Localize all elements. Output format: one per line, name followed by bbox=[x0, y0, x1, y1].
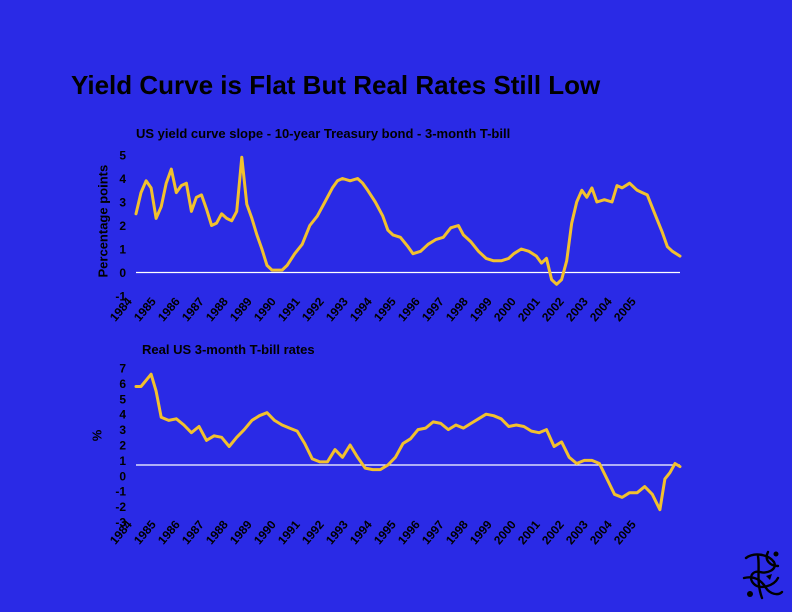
slide-title: Yield Curve is Flat But Real Rates Still… bbox=[71, 70, 601, 100]
top-chart-xtick-label: 2005 bbox=[611, 294, 639, 324]
top-chart-xtick-label: 1988 bbox=[203, 294, 231, 324]
top-chart-xtick-label: 1995 bbox=[371, 294, 399, 324]
top-chart-xtick-label: 1990 bbox=[251, 294, 279, 324]
company-logo-icon bbox=[742, 550, 784, 600]
bottom-chart-ytick-label: 2 bbox=[119, 439, 126, 453]
bottom-chart-ytick-label: -2 bbox=[115, 500, 126, 514]
top-chart-xtick-label: 2004 bbox=[587, 294, 615, 324]
bottom-chart-xtick-label: 1984 bbox=[107, 517, 135, 547]
top-chart-ytick-label: 4 bbox=[119, 172, 126, 186]
top-chart-ytick-label: 2 bbox=[119, 219, 126, 233]
top-chart-ytick-label: 3 bbox=[119, 196, 126, 210]
top-chart-xtick-label: 1998 bbox=[443, 294, 471, 324]
bottom-chart-xtick-label: 1991 bbox=[275, 517, 303, 547]
top-chart-xtick-label: 1991 bbox=[275, 294, 303, 324]
bottom-chart-ytick-label: 0 bbox=[119, 469, 126, 483]
bottom-chart-ytick-label: -3 bbox=[115, 516, 126, 530]
top-chart-ytick-label: 5 bbox=[119, 149, 126, 163]
bottom-chart-xtick-label: 1986 bbox=[155, 517, 183, 547]
top-chart-xtick-label: 1984 bbox=[107, 294, 135, 324]
bottom-chart-series-line bbox=[134, 372, 682, 512]
bottom-chart-xtick-label: 2003 bbox=[563, 517, 591, 547]
top-chart-xtick-label: 2002 bbox=[539, 294, 567, 324]
bottom-chart-xtick-label: 1995 bbox=[371, 517, 399, 547]
bottom-chart-ytick-label: 7 bbox=[119, 362, 126, 376]
bottom-chart-ytick-label: 4 bbox=[119, 408, 126, 422]
top-chart: 5 4 3 2 1 0 -119841985198619871988198919901991… bbox=[107, 149, 682, 324]
top-chart-xtick-label: 2001 bbox=[515, 294, 543, 324]
top-chart-xtick-label: 1996 bbox=[395, 294, 423, 324]
top-chart-xtick-label: 1986 bbox=[155, 294, 183, 324]
bottom-chart-ytick-label: 3 bbox=[119, 423, 126, 437]
top-chart-xtick-label: 1985 bbox=[131, 294, 159, 324]
top-chart-ytick-label: 0 bbox=[119, 266, 126, 280]
bottom-chart-xtick-label: 1994 bbox=[347, 517, 375, 547]
bottom-chart-ytick-label: -1 bbox=[115, 485, 126, 499]
bottom-chart-xtick-label: 2005 bbox=[611, 517, 639, 547]
bottom-chart-xtick-label: 1990 bbox=[251, 517, 279, 547]
bottom-chart-xtick-label: 1997 bbox=[419, 517, 447, 547]
bottom-chart-xtick-label: 1992 bbox=[299, 517, 327, 547]
top-chart-xtick-label: 1993 bbox=[323, 294, 351, 324]
top-chart-series-line bbox=[134, 155, 682, 286]
bottom-chart-ytick-label: 6 bbox=[119, 377, 126, 391]
bottom-chart-xtick-label: 1989 bbox=[227, 517, 255, 547]
bottom-chart-xtick-label: 2004 bbox=[587, 517, 615, 547]
bottom-chart-xtick-label: 1993 bbox=[323, 517, 351, 547]
bottom-chart-ytick-label: 5 bbox=[119, 392, 126, 406]
bottom-chart-xtick-label: 1998 bbox=[443, 517, 471, 547]
bottom-chart-xtick-label: 2001 bbox=[515, 517, 543, 547]
top-chart-ytick-label: -1 bbox=[115, 290, 126, 304]
top-chart-title: US yield curve slope - 10-year Treasury … bbox=[136, 126, 511, 141]
top-chart-ytick-label: 1 bbox=[119, 243, 126, 257]
bottom-chart-xtick-label: 1988 bbox=[203, 517, 231, 547]
top-chart-xtick-label: 2003 bbox=[563, 294, 591, 324]
top-chart-xtick-label: 1989 bbox=[227, 294, 255, 324]
bottom-chart: 76543210-1-2-319841985198619871988198919… bbox=[107, 362, 682, 547]
top-chart-xtick-label: 1994 bbox=[347, 294, 375, 324]
bottom-chart-ytick-label: 1 bbox=[119, 454, 126, 468]
bottom-chart-xtick-label: 1999 bbox=[467, 517, 495, 547]
bottom-chart-xtick-label: 1996 bbox=[395, 517, 423, 547]
bottom-chart-title: Real US 3-month T-bill rates bbox=[142, 342, 315, 357]
bottom-chart-xtick-label: 2002 bbox=[539, 517, 567, 547]
top-chart-xtick-label: 1987 bbox=[179, 294, 207, 324]
top-chart-xtick-label: 1992 bbox=[299, 294, 327, 324]
bottom-chart-xtick-label: 1985 bbox=[131, 517, 159, 547]
top-chart-xtick-label: 1999 bbox=[467, 294, 495, 324]
top-chart-xtick-label: 2000 bbox=[491, 294, 519, 324]
top-chart-xtick-label: 1997 bbox=[419, 294, 447, 324]
bottom-chart-xtick-label: 2000 bbox=[491, 517, 519, 547]
bottom-chart-xtick-label: 1987 bbox=[179, 517, 207, 547]
